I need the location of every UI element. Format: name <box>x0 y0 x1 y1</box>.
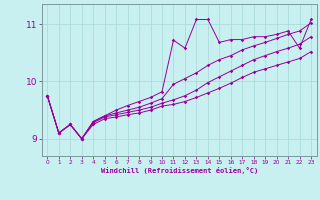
X-axis label: Windchill (Refroidissement éolien,°C): Windchill (Refroidissement éolien,°C) <box>100 167 258 174</box>
